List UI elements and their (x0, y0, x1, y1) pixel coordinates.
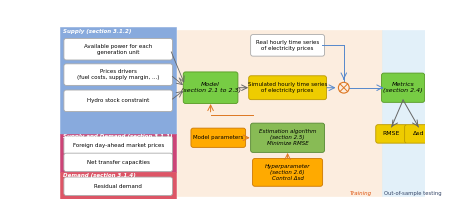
Text: Training: Training (350, 190, 372, 196)
Bar (60, 27, 176, 134)
Text: Foreign day-ahead market prices: Foreign day-ahead market prices (73, 143, 164, 148)
FancyBboxPatch shape (405, 125, 432, 143)
Text: Real hourly time series
of electricity prices: Real hourly time series of electricity p… (256, 40, 319, 51)
FancyBboxPatch shape (249, 76, 327, 100)
FancyBboxPatch shape (253, 159, 323, 186)
Text: Demand (section 3.1.4): Demand (section 3.1.4) (63, 173, 136, 178)
Text: Supply and Demand (section 3.1.1): Supply and Demand (section 3.1.1) (63, 134, 172, 139)
FancyBboxPatch shape (64, 177, 173, 196)
Bar (60, 134, 176, 172)
FancyBboxPatch shape (64, 39, 173, 60)
FancyBboxPatch shape (183, 72, 238, 103)
Text: Prices drivers
(fuel costs, supply margin, ...): Prices drivers (fuel costs, supply margi… (77, 69, 159, 80)
Text: Hyperparameter
(section 2.6)
Control Δsd: Hyperparameter (section 2.6) Control Δsd (265, 164, 310, 181)
Text: Available power for each
generation unit: Available power for each generation unit (84, 44, 152, 55)
Text: Estimation algorithm
(section 2.5)
Minimize RMSE: Estimation algorithm (section 2.5) Minim… (259, 129, 316, 146)
FancyBboxPatch shape (64, 90, 173, 112)
FancyBboxPatch shape (64, 136, 173, 155)
FancyBboxPatch shape (191, 128, 246, 147)
Text: Simulated hourly time series
of electricity prices: Simulated hourly time series of electric… (248, 82, 327, 93)
Text: Out-of-sample testing: Out-of-sample testing (384, 190, 441, 196)
Text: Supply (section 3.1.2): Supply (section 3.1.2) (63, 29, 131, 34)
FancyBboxPatch shape (251, 123, 325, 152)
Text: Net transfer capacities: Net transfer capacities (87, 160, 150, 165)
Text: Hydro stock constraint: Hydro stock constraint (87, 98, 149, 103)
Text: Model parameters: Model parameters (193, 135, 244, 140)
Text: Metrics
(section 2.4): Metrics (section 2.4) (383, 82, 423, 93)
Bar (177, 30, 382, 196)
FancyBboxPatch shape (382, 73, 425, 102)
Text: Residual demand: Residual demand (94, 184, 142, 189)
Text: Model
(section 2.1 to 2.3): Model (section 2.1 to 2.3) (181, 82, 241, 93)
FancyBboxPatch shape (64, 153, 173, 172)
Bar (60, 172, 176, 199)
FancyBboxPatch shape (251, 34, 325, 56)
Bar (383, 30, 425, 196)
Text: Δsd: Δsd (413, 131, 424, 136)
FancyBboxPatch shape (64, 64, 173, 85)
Text: RMSE: RMSE (383, 131, 400, 136)
FancyBboxPatch shape (376, 125, 407, 143)
